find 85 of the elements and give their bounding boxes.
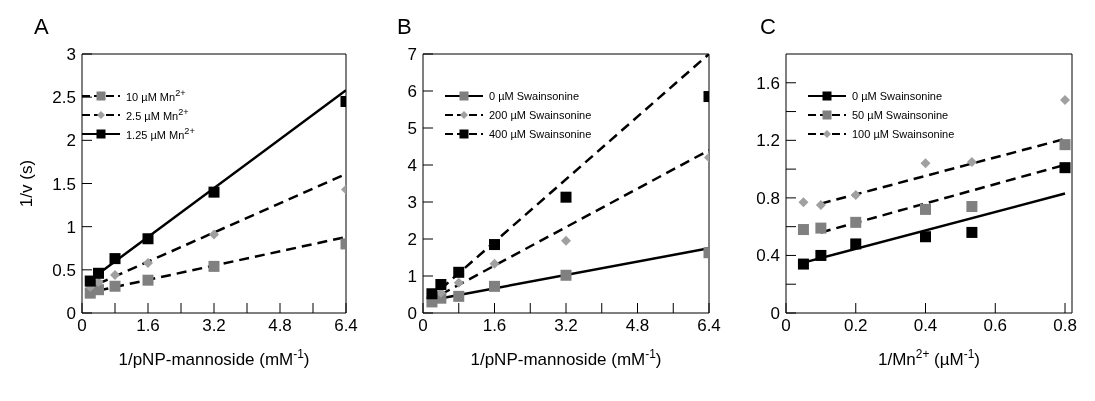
point bbox=[1060, 95, 1071, 106]
chart-title: C bbox=[760, 14, 776, 40]
point bbox=[920, 231, 932, 243]
y-tick-label: 7 bbox=[407, 45, 417, 65]
point bbox=[850, 190, 861, 201]
y-tick-label: 1 bbox=[66, 217, 76, 237]
point bbox=[850, 216, 862, 228]
legend-label: 10 µM Mn$^{2+}$ bbox=[126, 88, 186, 103]
legend-label: 1.25 µM Mn$^{2+}$ bbox=[126, 126, 195, 141]
x-tick-label: 3.2 bbox=[554, 316, 578, 336]
legend-label: 100 µM Swainsonine bbox=[852, 127, 955, 140]
point bbox=[84, 275, 96, 287]
y-tick-label: 2 bbox=[66, 131, 76, 151]
point bbox=[797, 258, 809, 270]
point bbox=[453, 290, 465, 302]
y-tick-label: 0.4 bbox=[756, 246, 780, 266]
x-axis-title: 1/pNP-mannoside (mM$^{-1}$) bbox=[118, 347, 310, 369]
point bbox=[560, 191, 572, 203]
point bbox=[966, 201, 978, 213]
point bbox=[815, 222, 827, 234]
legend-label: 2.5 µM Mn$^{2+}$ bbox=[126, 107, 189, 122]
point bbox=[435, 279, 447, 291]
point bbox=[798, 197, 809, 208]
point bbox=[850, 238, 862, 250]
x-tick-label: 6.4 bbox=[334, 316, 358, 336]
x-tick-label: 1.6 bbox=[482, 316, 507, 336]
x-axis-title: 1/Mn$^{2+}$ (µM$^{-1}$) bbox=[878, 347, 980, 369]
y-tick-label: 5 bbox=[407, 119, 417, 139]
point bbox=[489, 280, 500, 292]
point bbox=[1059, 139, 1071, 151]
y-tick-label: 3 bbox=[66, 45, 76, 65]
point bbox=[208, 186, 220, 198]
y-tick-label: 6 bbox=[407, 82, 417, 102]
legend-label: 0 µM Swainsonine bbox=[489, 89, 580, 102]
point bbox=[920, 158, 931, 169]
chart-title: A bbox=[34, 14, 49, 40]
x-tick-label: 1.6 bbox=[136, 316, 160, 336]
point bbox=[426, 288, 438, 300]
legend-label: 400 µM Swainsonine bbox=[489, 127, 592, 140]
y-tick-label: 3 bbox=[407, 193, 417, 213]
y-tick-label: 2 bbox=[407, 230, 417, 250]
x-tick-label: 3.2 bbox=[202, 316, 226, 336]
point bbox=[109, 253, 121, 265]
point bbox=[920, 203, 932, 215]
point bbox=[142, 233, 154, 245]
point bbox=[142, 274, 154, 286]
point bbox=[208, 260, 220, 272]
y-tick-label: 0.8 bbox=[756, 188, 780, 208]
point bbox=[797, 224, 809, 236]
legend-label: 0 µM Swainsonine bbox=[852, 89, 943, 102]
y-tick-label: 0.5 bbox=[52, 260, 76, 280]
chart-title: B bbox=[397, 14, 412, 40]
y-tick-label: 1.6 bbox=[756, 73, 780, 93]
y-tick-label: 1.5 bbox=[52, 174, 76, 194]
point bbox=[815, 249, 827, 261]
point bbox=[966, 156, 977, 167]
point bbox=[209, 229, 219, 240]
x-tick-label: 4.8 bbox=[625, 316, 650, 336]
x-tick-label: 4.8 bbox=[268, 316, 292, 336]
y-tick-label: 2.5 bbox=[52, 88, 76, 108]
point bbox=[561, 235, 571, 246]
point bbox=[453, 266, 465, 278]
point bbox=[560, 269, 572, 281]
point bbox=[110, 270, 120, 281]
point bbox=[489, 258, 500, 269]
x-axis-title: 1/pNP-mannoside (mM$^{-1}$) bbox=[470, 347, 662, 369]
point bbox=[143, 257, 153, 268]
y-tick-label: 1.2 bbox=[756, 131, 780, 151]
x-tick-label: 6.4 bbox=[697, 316, 721, 336]
x-tick-label: 0.8 bbox=[1053, 316, 1077, 336]
y-tick-label: 1 bbox=[407, 267, 417, 287]
point bbox=[966, 226, 978, 238]
point bbox=[93, 267, 104, 279]
legend-label: 200 µM Swainsonine bbox=[489, 108, 592, 121]
legend-label: 50 µM Swainsonine bbox=[852, 108, 949, 121]
y-tick-label: 4 bbox=[407, 156, 417, 176]
point bbox=[1059, 162, 1071, 174]
y-axis-title: 1/v (s) bbox=[17, 159, 36, 208]
point bbox=[453, 277, 464, 288]
point bbox=[815, 200, 826, 211]
point bbox=[489, 239, 500, 251]
x-tick-label: 0.2 bbox=[843, 316, 868, 336]
x-tick-label: 0.6 bbox=[983, 316, 1008, 336]
x-tick-label: 0.4 bbox=[913, 316, 938, 336]
point bbox=[109, 280, 121, 292]
